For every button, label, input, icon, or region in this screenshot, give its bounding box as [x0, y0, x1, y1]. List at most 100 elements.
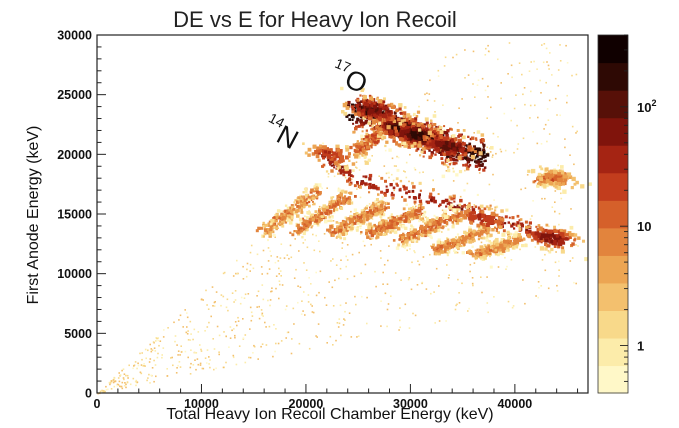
count-cell	[448, 218, 451, 221]
count-cell	[408, 277, 411, 279]
count-cell	[262, 249, 265, 252]
count-cell	[136, 367, 138, 370]
count-cell	[231, 292, 234, 294]
count-cell	[547, 287, 550, 290]
count-cell	[410, 226, 415, 230]
count-cell	[213, 301, 216, 304]
count-cell	[446, 129, 450, 133]
count-cell	[470, 252, 474, 256]
count-cell	[383, 191, 387, 196]
count-cell	[504, 215, 508, 219]
count-cell	[267, 260, 270, 262]
count-cell	[369, 144, 373, 147]
count-cell	[469, 270, 471, 273]
count-cell	[317, 193, 320, 196]
count-cell	[545, 176, 549, 180]
count-cell	[154, 364, 157, 366]
count-cell	[335, 339, 337, 342]
count-cell	[443, 211, 447, 216]
count-cell	[441, 200, 445, 204]
count-cell	[295, 268, 297, 271]
count-cell	[332, 196, 335, 199]
count-cell	[573, 238, 576, 242]
count-cell	[515, 244, 519, 247]
count-cell	[413, 141, 417, 146]
count-cell	[274, 261, 277, 264]
count-cell	[354, 213, 357, 216]
count-cell	[461, 251, 465, 255]
count-cell	[485, 229, 488, 232]
count-cell	[497, 266, 500, 268]
count-cell	[460, 148, 465, 153]
count-cell	[270, 290, 272, 293]
count-cell	[354, 126, 358, 131]
count-cell	[426, 217, 429, 221]
count-cell	[396, 126, 401, 131]
count-cell	[573, 281, 575, 284]
count-cell	[382, 119, 385, 123]
count-cell	[420, 150, 424, 154]
count-cell	[426, 92, 428, 95]
count-cell	[387, 216, 390, 220]
count-cell	[532, 180, 536, 184]
count-cell	[400, 119, 404, 123]
count-cell	[135, 379, 138, 382]
count-cell	[480, 230, 484, 234]
count-cell	[225, 306, 228, 309]
count-cell	[379, 221, 383, 224]
count-cell	[281, 219, 284, 222]
count-cell	[324, 211, 329, 215]
count-cell	[426, 140, 431, 145]
count-cell	[374, 143, 377, 147]
chart-title: DE vs E for Heavy Ion Recoil	[173, 7, 457, 32]
count-cell	[443, 125, 446, 128]
count-cell	[387, 202, 390, 205]
count-cell	[365, 117, 368, 120]
count-cell	[355, 303, 357, 306]
count-cell	[374, 119, 379, 123]
count-cell	[223, 271, 226, 274]
count-cell	[200, 348, 202, 351]
count-cell	[373, 136, 377, 140]
count-cell	[474, 249, 477, 252]
count-cell	[253, 344, 255, 347]
count-cell	[365, 178, 368, 181]
count-cell	[364, 175, 368, 179]
count-cell	[438, 252, 441, 256]
count-cell	[406, 213, 410, 217]
count-cell	[329, 163, 332, 166]
count-cell	[385, 110, 389, 114]
count-cell	[566, 62, 569, 64]
count-cell	[150, 374, 152, 377]
count-cell	[318, 210, 322, 213]
count-cell	[296, 230, 300, 235]
count-cell	[225, 335, 227, 338]
count-cell	[518, 240, 521, 243]
count-cell	[545, 223, 549, 227]
count-cell	[323, 233, 326, 235]
count-cell	[455, 217, 459, 221]
count-cell	[383, 205, 386, 208]
count-cell	[377, 121, 382, 125]
count-cell	[441, 226, 444, 230]
count-cell	[156, 356, 159, 359]
count-cell	[174, 340, 176, 343]
count-cell	[543, 128, 545, 130]
count-cell	[121, 387, 124, 390]
count-cell	[471, 208, 476, 212]
count-cell	[393, 230, 398, 234]
count-cell	[178, 361, 181, 363]
count-cell	[550, 247, 554, 252]
count-cell	[473, 232, 477, 237]
count-cell	[511, 76, 513, 79]
count-cell	[413, 207, 416, 210]
count-cell	[382, 220, 386, 224]
count-cell	[486, 276, 488, 278]
count-cell	[101, 390, 104, 392]
count-cell	[557, 69, 560, 71]
count-cell	[385, 185, 388, 188]
count-cell	[342, 169, 346, 174]
count-cell	[341, 232, 346, 236]
count-cell	[134, 380, 137, 383]
count-cell	[348, 183, 352, 186]
